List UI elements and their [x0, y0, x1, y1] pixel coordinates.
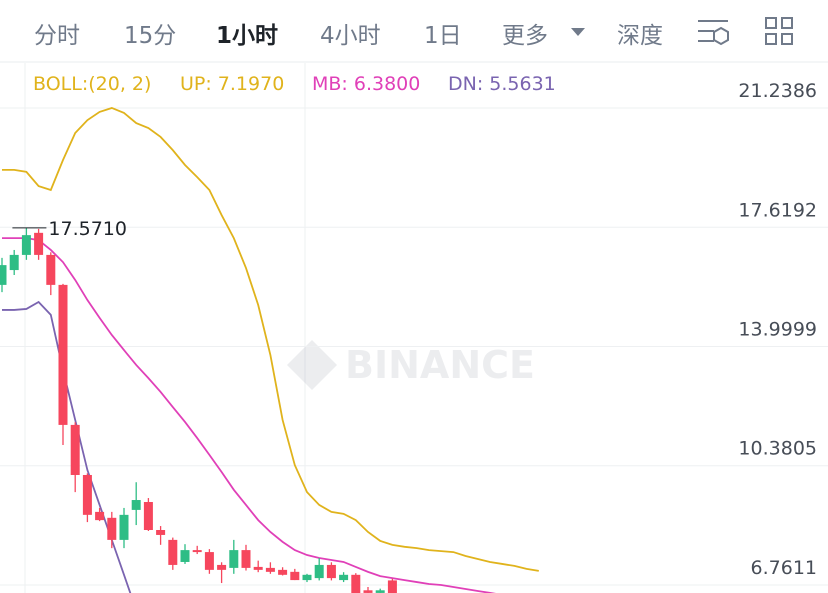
tab[interactable]: 4小时 [320, 23, 381, 49]
candle-body [82, 474, 92, 515]
candle-body [265, 567, 275, 572]
candle-body [192, 550, 202, 553]
boll-line [2, 107, 539, 572]
candle-body [9, 254, 19, 271]
candle-body [387, 580, 397, 593]
candle-body [351, 574, 361, 593]
y-tick-label: 10.3805 [738, 438, 817, 460]
candle-body [107, 517, 117, 540]
indicator-settings-icon[interactable] [698, 20, 729, 46]
boll-line [2, 237, 497, 593]
candle-body [314, 564, 324, 579]
candle-body [339, 574, 349, 581]
candle-body [119, 514, 129, 540]
candle-body [143, 502, 153, 531]
tab-bar: 分时 15分 1小时 4小时 1日 更多 深度 [0, 0, 828, 62]
indicator-dn: DN: 5.5631 [448, 73, 556, 95]
candle-body [241, 550, 251, 568]
candle-body [229, 550, 239, 568]
max-label: 17.5710 [48, 218, 127, 240]
candle-body [363, 590, 373, 593]
candle-body [21, 235, 31, 255]
y-tick-label: 17.6192 [738, 199, 817, 221]
candle-body [278, 569, 288, 575]
candle-body [95, 511, 105, 521]
candle-body [302, 574, 312, 581]
tab-active[interactable]: 1小时 [216, 23, 279, 49]
candle-body [375, 590, 385, 593]
y-tick-label: 13.9999 [738, 318, 817, 340]
dropdown-arrow[interactable] [571, 28, 585, 36]
candle-body [156, 530, 166, 535]
boll-line [2, 300, 132, 593]
candle-body [290, 571, 300, 581]
tab[interactable]: 15分 [124, 23, 177, 49]
candle-body [253, 566, 263, 570]
y-tick-label: 21.2386 [738, 80, 817, 102]
layout-icon[interactable] [765, 17, 793, 45]
tab[interactable]: 分时 [34, 23, 80, 49]
candle-body [168, 539, 178, 565]
indicator-up: UP: 7.1970 [180, 73, 284, 95]
tab[interactable]: 1日 [424, 23, 462, 49]
tab[interactable]: 更多 [502, 23, 548, 49]
y-tick-label: 6.7611 [751, 557, 817, 579]
candle-body [46, 254, 56, 285]
candle-body [70, 424, 80, 475]
candle-body [204, 552, 214, 570]
tab[interactable]: 深度 [617, 23, 663, 49]
candle-body [34, 232, 44, 255]
candle-body [217, 564, 227, 570]
watermark-text: BINANCE [345, 343, 535, 387]
candle-body [0, 265, 7, 285]
candle-body [326, 564, 336, 579]
candle-body [180, 550, 190, 562]
candle-body [58, 284, 68, 425]
candle-body [131, 500, 141, 510]
watermark: BINANCE [287, 340, 535, 390]
indicator-label: BOLL:(20, 2) [33, 73, 151, 95]
indicator-mb: MB: 6.3800 [312, 73, 420, 95]
